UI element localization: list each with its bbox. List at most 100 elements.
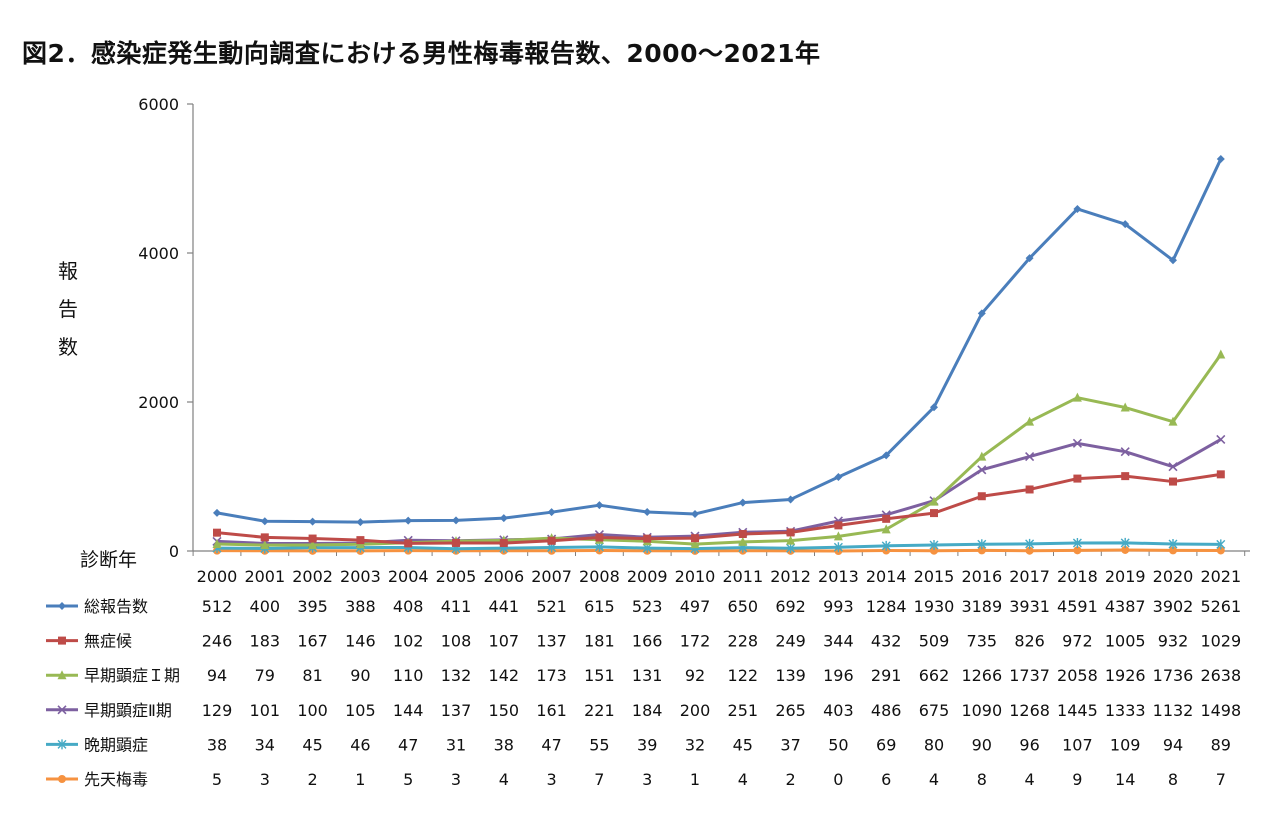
x-tick-label: 2002 — [292, 567, 333, 586]
data-label: 3 — [260, 770, 270, 789]
data-point — [547, 508, 556, 517]
data-label: 7 — [594, 770, 604, 789]
data-point — [786, 535, 796, 545]
data-point — [833, 542, 843, 553]
data-point — [834, 521, 843, 530]
y-tick-label: 0 — [169, 542, 179, 561]
data-label: 151 — [584, 666, 615, 685]
data-label: 92 — [685, 666, 705, 685]
data-label: 90 — [350, 666, 370, 685]
x-tick-label: 2008 — [579, 567, 620, 586]
x-tick-label: 2001 — [244, 567, 285, 586]
data-label: 109 — [1110, 735, 1141, 754]
data-point — [1025, 254, 1034, 263]
data-label: 184 — [632, 701, 663, 720]
x-tick-label: 2006 — [483, 567, 524, 586]
data-label: 1132 — [1153, 701, 1194, 720]
data-point — [1072, 392, 1082, 402]
data-point — [929, 540, 939, 551]
data-label: 486 — [871, 701, 902, 720]
legend-label: 先天梅毒 — [84, 770, 148, 789]
data-point — [691, 534, 699, 543]
series-line — [216, 541, 1221, 551]
data-label: 5 — [403, 770, 413, 789]
data-label: 650 — [728, 597, 759, 616]
x-tick-label: 2013 — [818, 567, 859, 586]
data-label: 8 — [1168, 770, 1178, 789]
data-point — [1072, 538, 1082, 549]
data-label: 251 — [728, 701, 759, 720]
data-label: 228 — [728, 632, 759, 651]
data-point — [690, 539, 700, 549]
y-axis-label-char: 報 — [58, 259, 78, 283]
data-label: 1268 — [1009, 701, 1050, 720]
data-label: 249 — [775, 632, 806, 651]
y-axis-label-char: 数 — [58, 335, 78, 359]
data-point — [834, 473, 843, 482]
y-tick-label: 2000 — [138, 393, 179, 412]
data-label: 144 — [393, 701, 424, 720]
data-label: 181 — [584, 632, 615, 651]
data-label: 735 — [967, 632, 998, 651]
data-label: 993 — [823, 597, 854, 616]
data-point — [595, 533, 604, 542]
data-point — [1169, 256, 1177, 265]
data-label: 167 — [297, 632, 328, 651]
data-label: 32 — [685, 735, 705, 754]
x-tick-label: 2011 — [722, 567, 763, 586]
x-tick-label: 2012 — [770, 567, 811, 586]
data-point — [1121, 472, 1130, 481]
y-tick-label: 6000 — [138, 95, 179, 114]
data-label: 2638 — [1200, 666, 1241, 685]
x-axis-label: 診断年 — [80, 549, 138, 571]
data-point — [260, 540, 270, 550]
data-label: 6 — [881, 770, 891, 789]
data-label: 5261 — [1200, 597, 1241, 616]
data-label: 110 — [393, 666, 424, 685]
data-label: 692 — [775, 597, 806, 616]
data-label: 615 — [584, 597, 615, 616]
data-label: 0 — [833, 770, 843, 789]
data-point — [1073, 474, 1082, 483]
data-label: 1498 — [1200, 701, 1241, 720]
x-tick-label: 2000 — [197, 567, 238, 586]
data-label: 3 — [451, 770, 461, 789]
data-point — [404, 516, 413, 525]
data-label: 94 — [1163, 735, 1183, 754]
data-label: 105 — [345, 701, 376, 720]
data-point — [691, 509, 699, 518]
data-label: 39 — [637, 735, 657, 754]
data-label: 3902 — [1153, 597, 1194, 616]
data-label: 2 — [308, 770, 318, 789]
data-label: 173 — [536, 666, 567, 685]
data-label: 2 — [786, 770, 796, 789]
x-tick-label: 2018 — [1057, 567, 1098, 586]
data-label: 196 — [823, 666, 854, 685]
legend-label: 早期顕症Ｉ期 — [84, 666, 180, 685]
data-label: 408 — [393, 597, 424, 616]
data-label: 403 — [823, 701, 854, 720]
data-label: 3931 — [1009, 597, 1050, 616]
data-point — [308, 539, 318, 549]
data-point — [1025, 416, 1035, 426]
data-label: 4 — [1025, 770, 1035, 789]
data-point — [1025, 451, 1035, 462]
data-point — [1120, 402, 1130, 412]
data-label: 14 — [1115, 770, 1135, 789]
data-point — [1120, 447, 1130, 457]
x-tick-label: 2014 — [866, 567, 907, 586]
data-label: 4 — [499, 770, 509, 789]
series-line — [216, 353, 1223, 547]
data-label: 4 — [929, 770, 939, 789]
data-point — [452, 538, 460, 547]
data-point — [260, 517, 269, 526]
data-label: 7 — [1216, 770, 1226, 789]
data-label: 131 — [632, 666, 663, 685]
data-label: 8 — [977, 770, 987, 789]
data-point — [786, 495, 795, 504]
data-label: 4 — [738, 770, 748, 789]
data-label: 4591 — [1057, 597, 1098, 616]
data-label: 5 — [212, 770, 222, 789]
data-label: 400 — [250, 597, 281, 616]
data-point — [977, 546, 986, 555]
